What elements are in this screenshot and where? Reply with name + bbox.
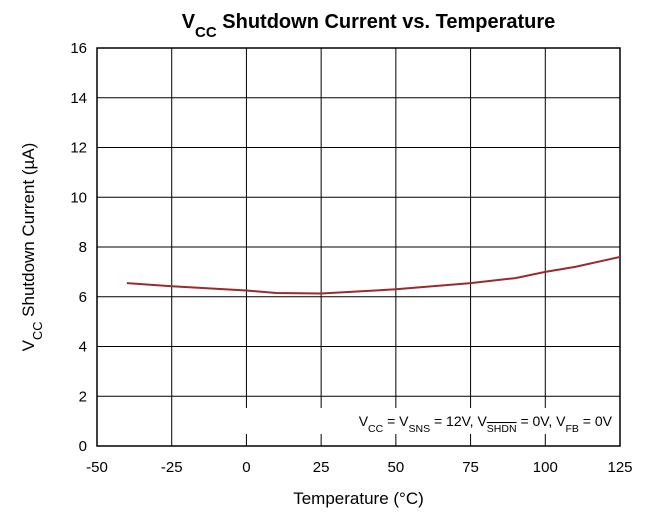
data-line (126, 255, 621, 295)
text-part: Shutdown Current (µA) (19, 143, 38, 322)
text-part: = 12V, V (430, 413, 487, 429)
chart-title: VCC Shutdown Current vs. Temperature (182, 11, 556, 41)
y-tick-label: 14 (70, 90, 87, 107)
subscript: SNS (409, 423, 431, 435)
y-tick-label: 4 (79, 339, 87, 356)
text-part: V (359, 413, 369, 429)
y-tick-label: 0 (79, 438, 87, 455)
y-tick-label: 12 (70, 140, 87, 157)
text-part: V (182, 11, 196, 33)
subscript: CC (195, 24, 217, 41)
x-axis-label: Temperature (°C) (293, 489, 424, 508)
y-tick-label: 8 (79, 239, 87, 256)
text-part: V (19, 339, 38, 351)
annotation: VCC = VSNS = 12V, VSHDN = 0V, VFB = 0V (359, 413, 613, 435)
y-axis-label: VCC Shutdown Current (µA) (19, 143, 45, 352)
x-tick-label: 50 (388, 459, 405, 476)
subscript: CC (368, 423, 384, 435)
subscript: FB (565, 423, 578, 435)
x-tick-label: 100 (533, 459, 558, 476)
x-tick-label: 25 (313, 459, 330, 476)
x-tick-label: 125 (607, 459, 632, 476)
x-tick-label: -50 (86, 459, 108, 476)
x-tick-label: 0 (242, 459, 250, 476)
subscript: CC (30, 322, 45, 340)
y-tick-label: 10 (70, 189, 87, 206)
x-tick-label: 75 (462, 459, 479, 476)
subscript: SHDN (487, 423, 517, 435)
text-part: = 0V (579, 413, 613, 429)
y-tick-label: 2 (79, 388, 87, 405)
annotation-bg (212, 408, 616, 434)
y-tick-label: 16 (70, 40, 87, 57)
y-tick-label: 6 (79, 289, 87, 306)
text-part: = V (383, 413, 409, 429)
text-part: Shutdown Current vs. Temperature (217, 11, 556, 33)
x-tick-label: -25 (161, 459, 183, 476)
text-part: = 0V, V (517, 413, 567, 429)
